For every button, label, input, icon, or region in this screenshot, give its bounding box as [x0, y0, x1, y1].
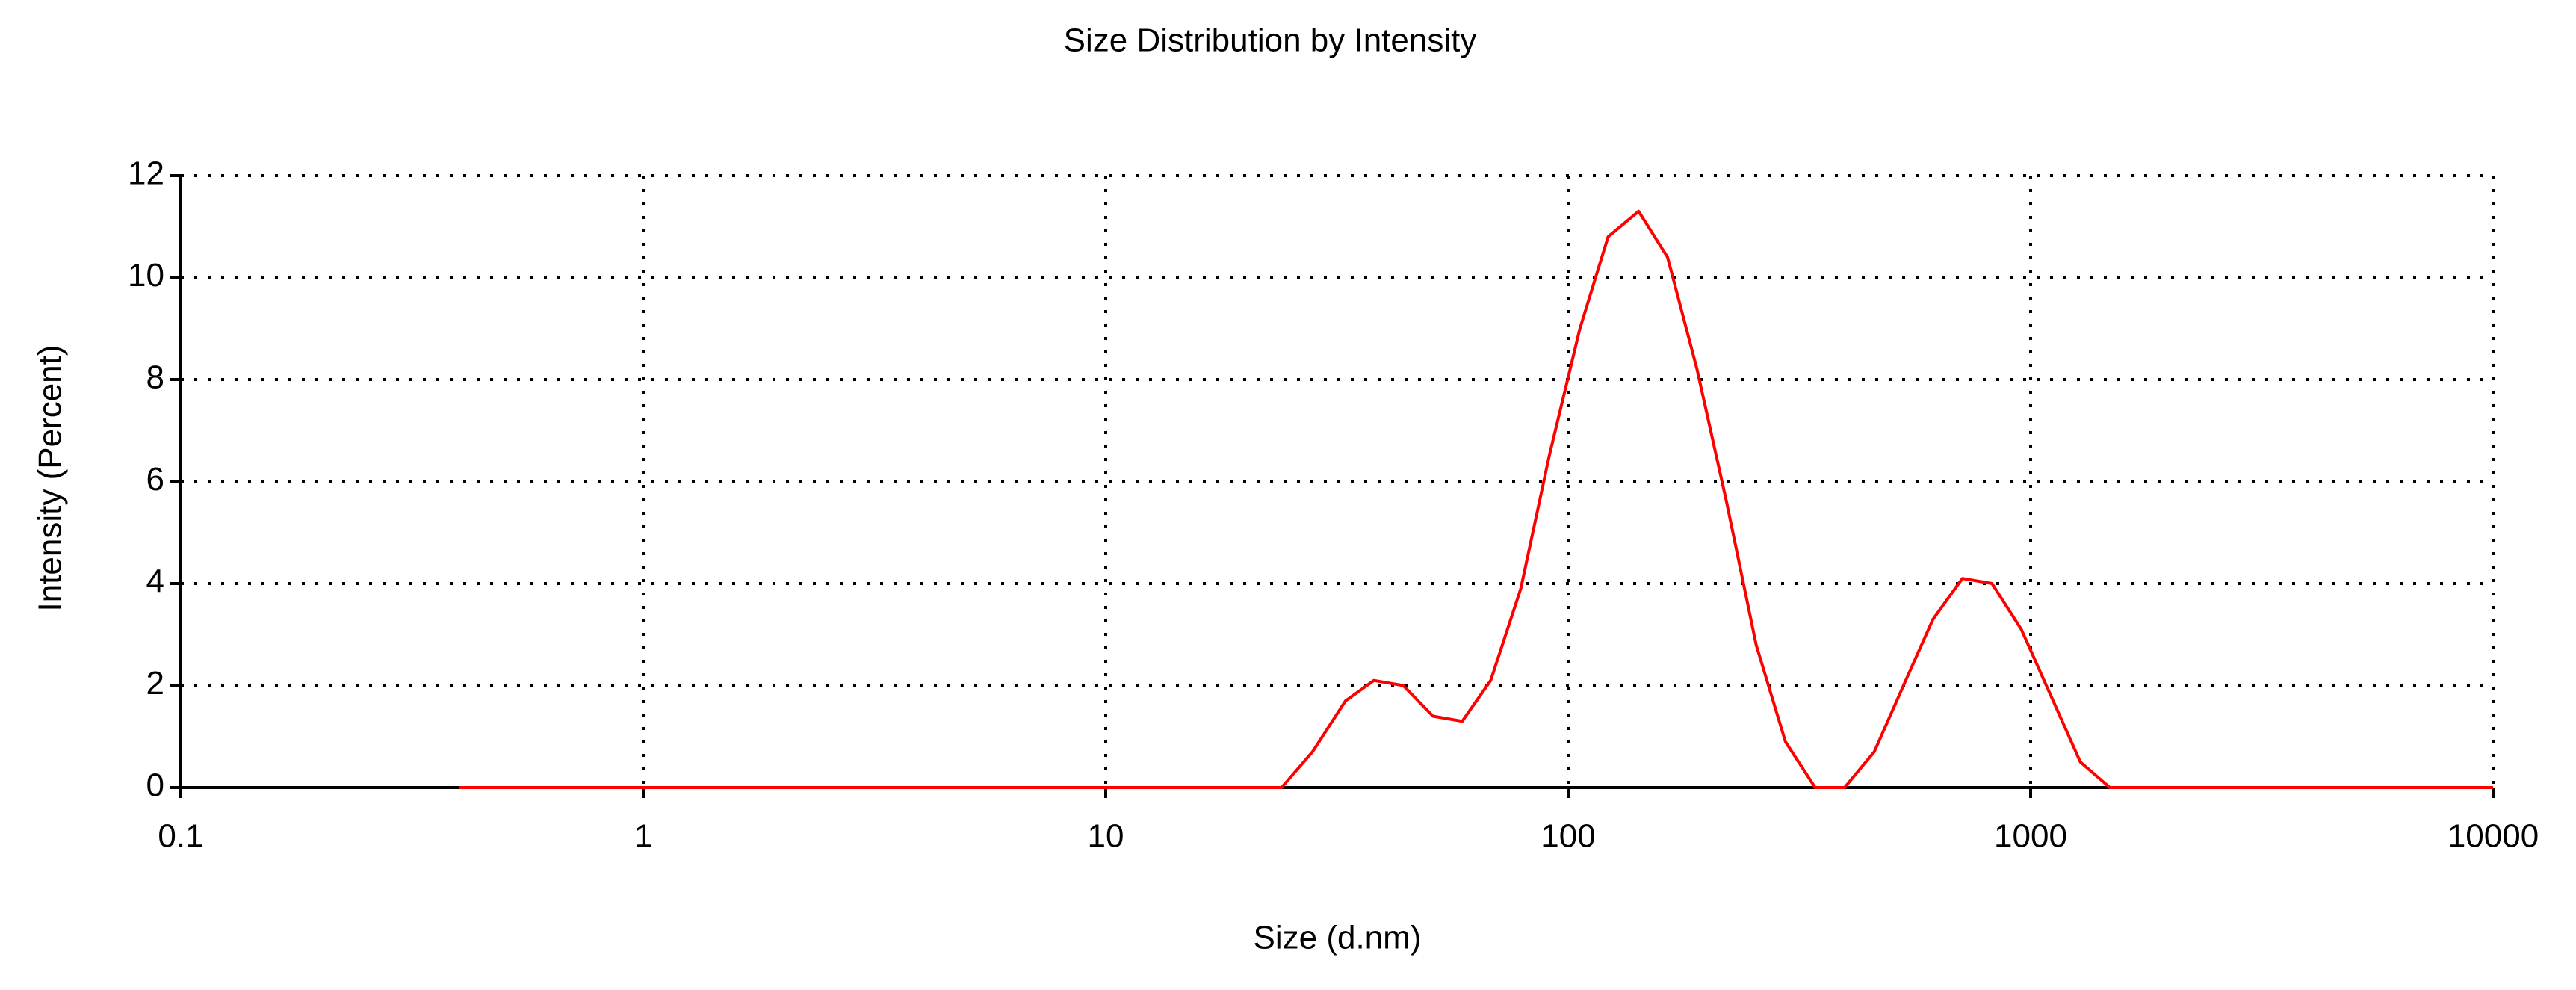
- data-line: [459, 209, 2493, 789]
- y-tick-label: 12: [128, 155, 164, 192]
- y-tick-label: 8: [146, 359, 164, 396]
- y-tick-label: 2: [146, 665, 164, 702]
- x-tick-label: 0.1: [158, 818, 203, 855]
- y-axis-label: Intensity (Percent): [32, 344, 69, 611]
- y-tick-label: 4: [146, 563, 164, 600]
- y-tick-label: 0: [146, 767, 164, 804]
- x-tick-label: 10000: [2447, 818, 2539, 855]
- chart-title: Size Distribution by Intensity: [1064, 22, 1477, 59]
- x-tick-label: 100: [1541, 818, 1595, 855]
- x-axis-label: Size (d.nm): [1254, 920, 1422, 956]
- x-tick-label: 1: [634, 818, 652, 855]
- x-tick-label: 1000: [1994, 818, 2067, 855]
- y-tick-label: 10: [128, 257, 164, 294]
- x-tick-label: 10: [1088, 818, 1124, 855]
- y-tick-label: 6: [146, 461, 164, 498]
